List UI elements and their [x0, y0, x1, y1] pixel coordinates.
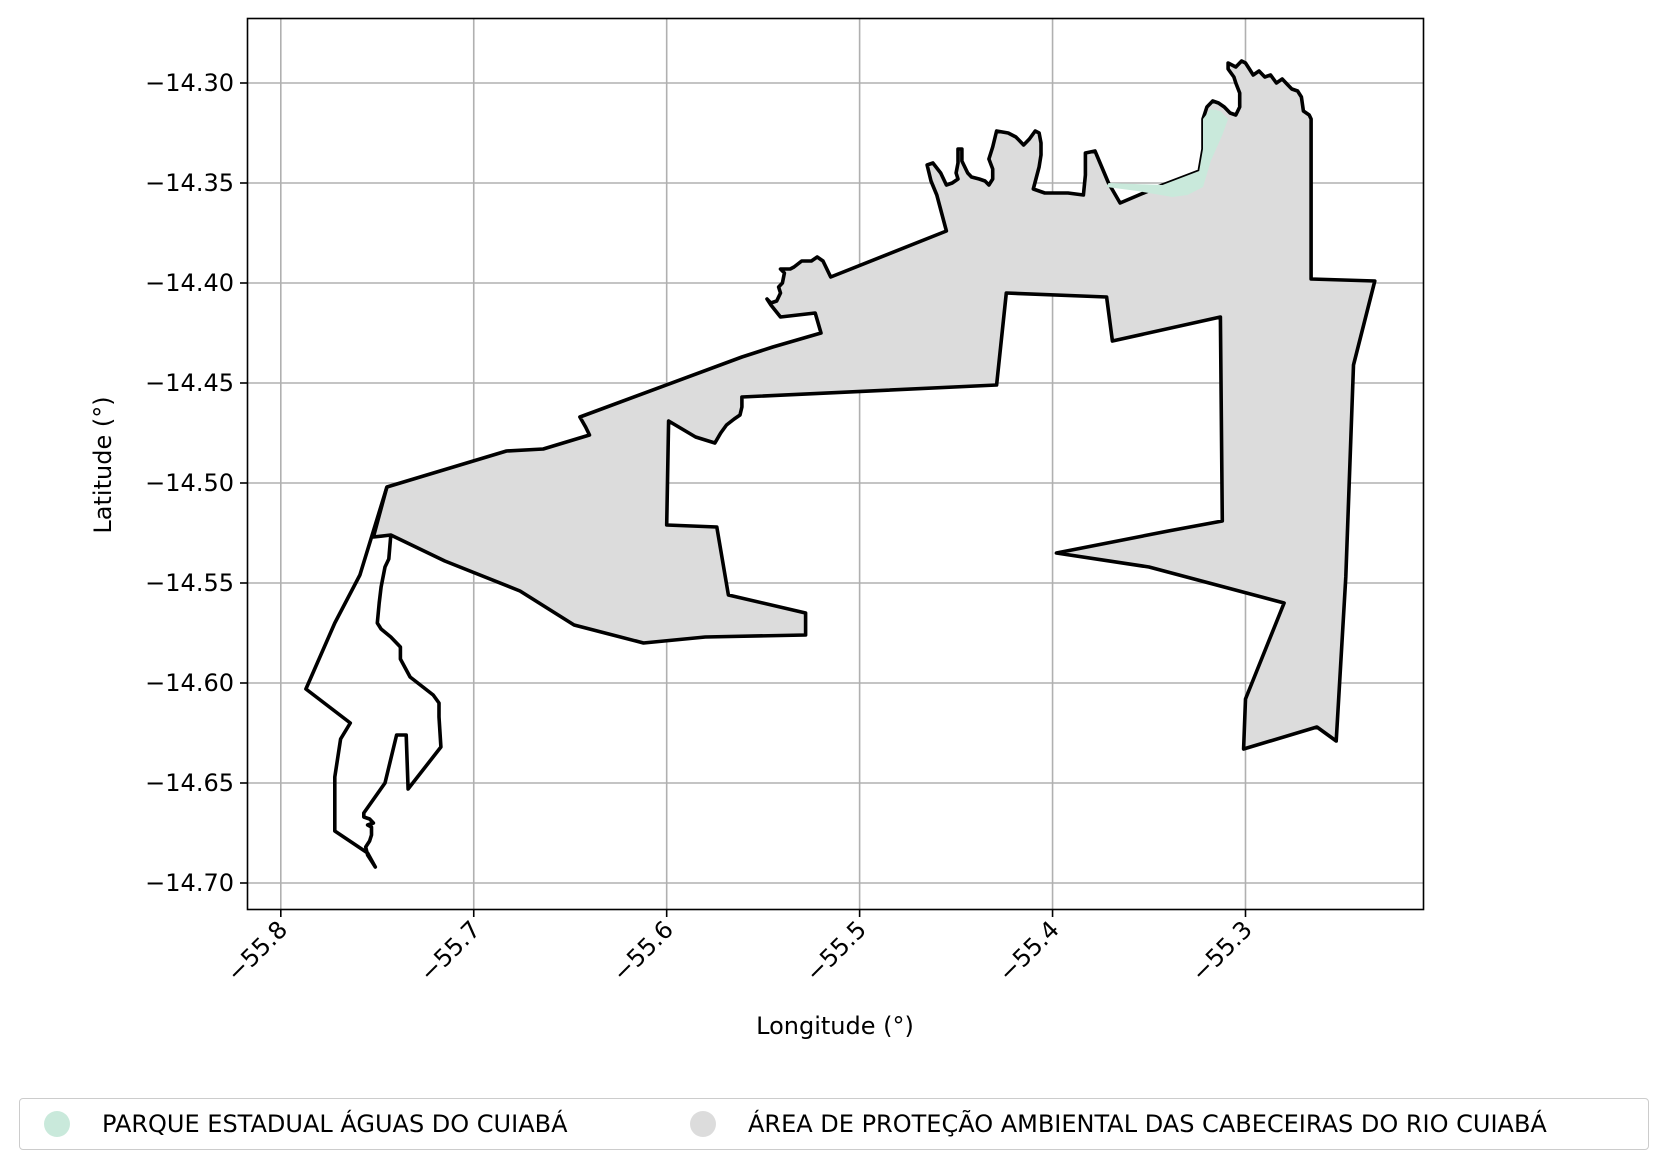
y-tick-label-1: −14.35 — [145, 169, 234, 197]
map-polygon-2 — [1106, 109, 1229, 197]
y-tick-label-2: −14.40 — [145, 269, 234, 297]
map-polygons — [304, 59, 1377, 869]
y-axis-label: Latitude (°) — [89, 396, 117, 533]
map-polygon-1 — [304, 486, 443, 869]
y-tick-label-8: −14.70 — [145, 869, 234, 897]
y-tick-label-0: −14.30 — [145, 69, 234, 97]
plot-frame — [246, 17, 1425, 911]
legend-item-parque: PARQUE ESTADUAL ÁGUAS DO CUIABÁ — [44, 1099, 568, 1149]
legend-label-apa: ÁREA DE PROTEÇÃO AMBIENTAL DAS CABECEIRA… — [748, 1110, 1547, 1138]
x-axis-label: Longitude (°) — [756, 1012, 914, 1040]
y-tick-label-3: −14.45 — [145, 369, 234, 397]
legend-marker-parque — [44, 1111, 70, 1137]
y-tick-label-7: −14.65 — [145, 769, 234, 797]
legend-item-apa: ÁREA DE PROTEÇÃO AMBIENTAL DAS CABECEIRA… — [690, 1099, 1547, 1149]
y-tick-label-6: −14.60 — [145, 669, 234, 697]
y-axis-ticks: −14.30 −14.35 −14.40 −14.45 −14.50 −14.55 −14.… — [145, 69, 248, 897]
map-legend: PARQUE ESTADUAL ÁGUAS DO CUIABÁ ÁREA DE … — [19, 1098, 1649, 1150]
y-tick-label-4: −14.50 — [145, 469, 234, 497]
y-tick-label-5: −14.55 — [145, 569, 234, 597]
legend-marker-apa — [690, 1111, 716, 1137]
legend-label-parque: PARQUE ESTADUAL ÁGUAS DO CUIABÁ — [102, 1110, 568, 1138]
